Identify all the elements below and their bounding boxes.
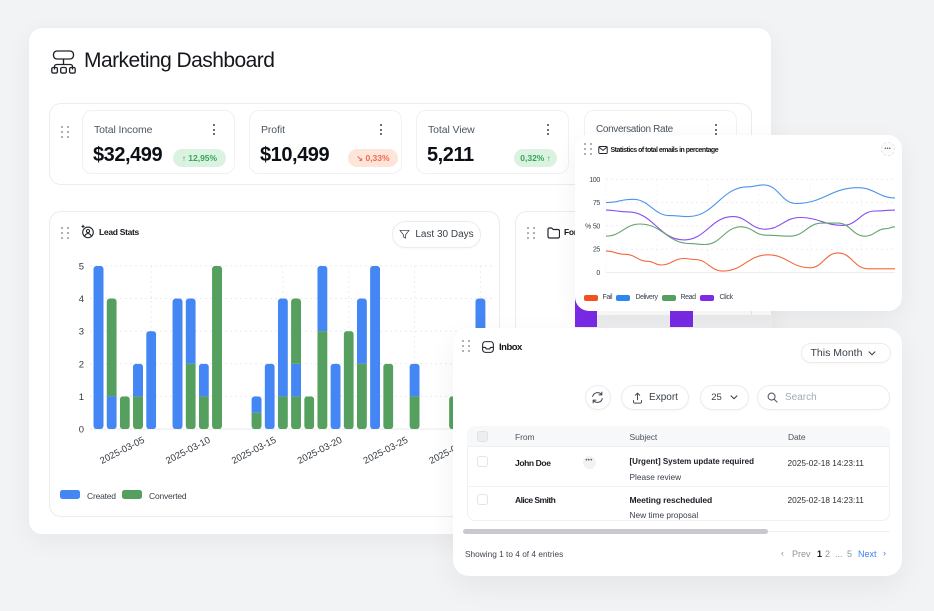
svg-text:2025-03-15: 2025-03-15 [230, 435, 278, 467]
svg-text:0: 0 [79, 425, 84, 436]
svg-text:2: 2 [79, 359, 84, 370]
svg-text:1: 1 [79, 392, 84, 403]
svg-text:2025-03-10: 2025-03-10 [164, 435, 212, 467]
svg-text:3: 3 [79, 327, 84, 338]
svg-text:25: 25 [593, 247, 601, 254]
svg-text:75: 75 [593, 200, 601, 207]
svg-text:2025-03-05: 2025-03-05 [98, 435, 146, 467]
svg-text:2025-03-25: 2025-03-25 [362, 435, 410, 467]
svg-text:50: 50 [593, 223, 601, 230]
svg-text:0: 0 [596, 270, 600, 277]
svg-text:2025-03-20: 2025-03-20 [296, 435, 344, 467]
svg-text:%: % [585, 223, 591, 230]
svg-text:4: 4 [79, 294, 84, 305]
svg-text:100: 100 [589, 177, 600, 184]
svg-text:5: 5 [79, 261, 84, 272]
